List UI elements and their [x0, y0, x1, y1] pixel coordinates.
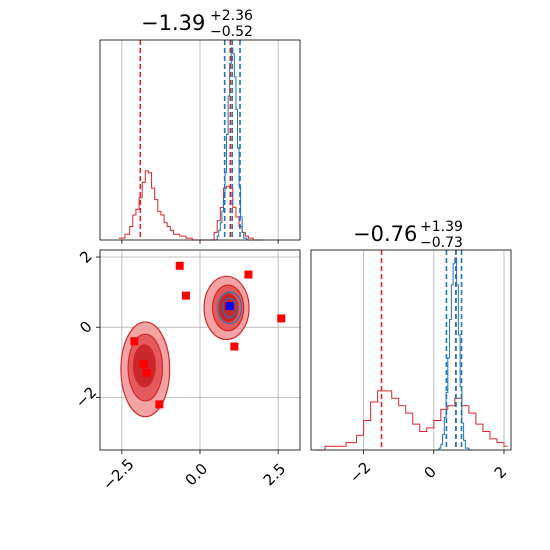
hist-blue-param-1 — [214, 47, 250, 241]
title-2-plus: +1.39 — [420, 219, 463, 235]
contour-panel-2d — [99, 249, 301, 451]
x-tick-label: −2 — [346, 458, 374, 486]
sample-marker — [142, 368, 151, 377]
title-1-plus: +2.36 — [210, 8, 253, 24]
sample-marker — [175, 261, 184, 270]
hist-panel-2-frame — [310, 249, 512, 451]
title-1-minus: −0.52 — [210, 24, 253, 40]
title-param-2: −0.76 +1.39 −0.73 — [353, 219, 463, 251]
hist-panel-param-1 — [99, 39, 301, 241]
sample-marker — [230, 342, 239, 351]
title-2-value: −0.76 — [353, 222, 417, 246]
title-param-1: −1.39 +2.36 −0.52 — [141, 8, 253, 40]
hist-blue-param-2 — [435, 257, 473, 451]
x-tick-label: 2 — [491, 463, 510, 482]
hist-red-param-2 — [314, 390, 508, 451]
title-1-value: −1.39 — [141, 11, 205, 35]
sample-marker — [181, 291, 190, 300]
x-tick-label: 0 — [421, 463, 440, 482]
hist-red-param-1 — [118, 170, 263, 241]
contour-blue — [217, 291, 243, 325]
truth-marker — [225, 302, 234, 311]
y-tick-label: −2 — [72, 383, 100, 411]
title-2-minus: −0.73 — [420, 235, 463, 251]
x-tick-label: −2.5 — [99, 455, 137, 493]
sample-marker — [130, 337, 139, 346]
sample-marker — [139, 360, 148, 369]
hist-panel-param-2 — [310, 249, 512, 451]
sample-marker — [244, 270, 253, 279]
y-tick-label: 0 — [76, 317, 95, 336]
sample-marker — [155, 400, 164, 409]
y-tick-label: 2 — [76, 247, 95, 266]
x-tick-label: 2.5 — [260, 460, 290, 490]
contour-blue — [222, 297, 238, 318]
sample-marker — [277, 314, 286, 323]
x-tick-label: 0.0 — [182, 460, 212, 490]
